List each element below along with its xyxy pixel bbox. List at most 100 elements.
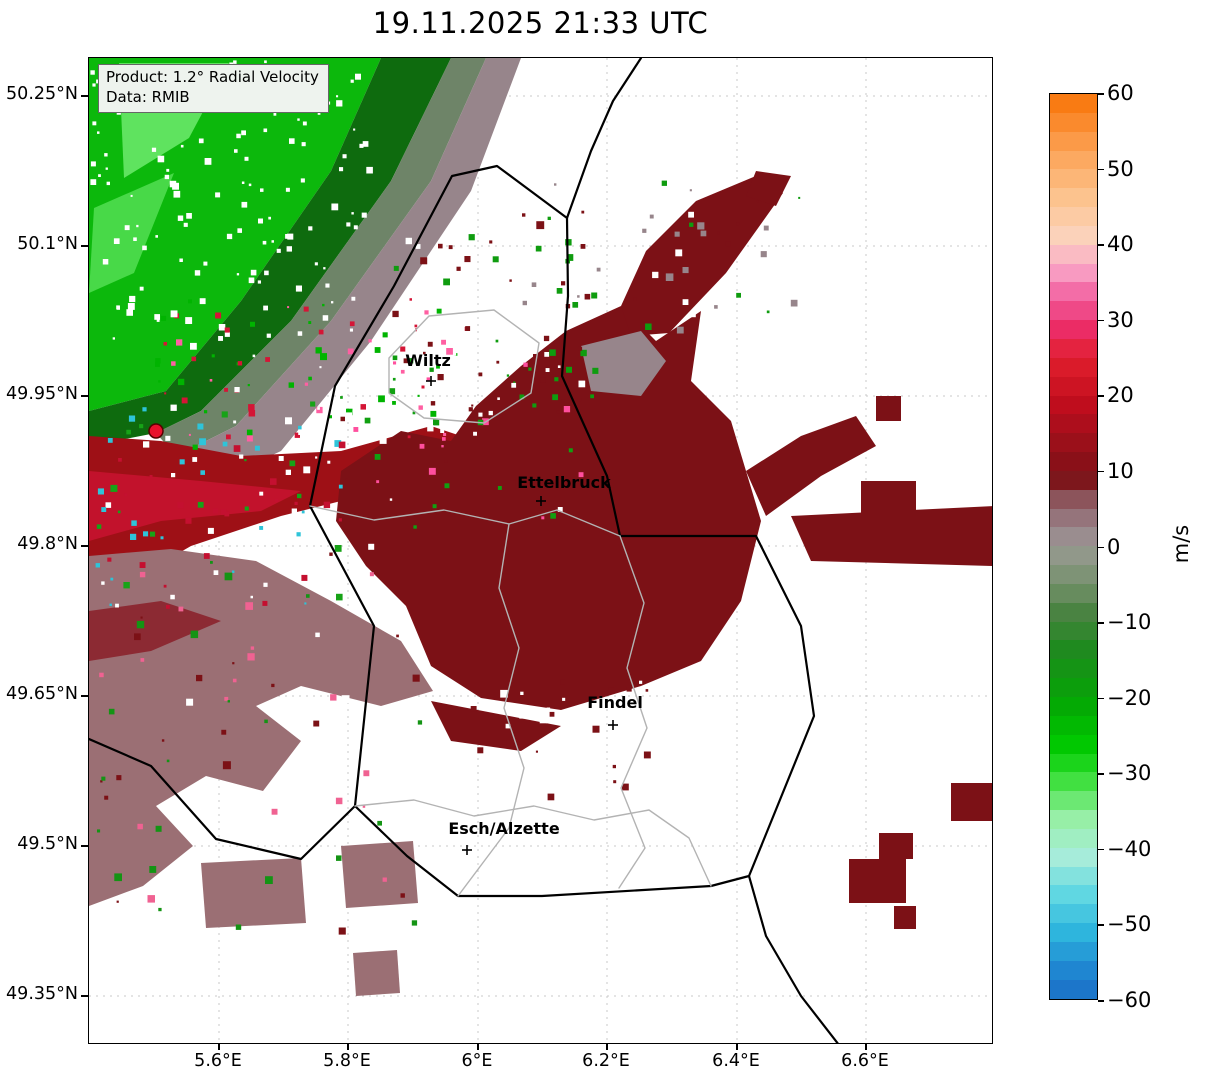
speckle xyxy=(533,354,537,358)
speckle xyxy=(346,408,353,416)
city-label: Wiltz xyxy=(405,351,451,370)
speckle xyxy=(212,508,219,514)
velocity-field-green-light-streak-2 xyxy=(89,173,174,293)
speckle xyxy=(107,557,112,562)
speckle xyxy=(134,633,141,641)
speckle xyxy=(519,713,525,719)
speckle xyxy=(652,271,659,279)
speckle xyxy=(340,396,343,399)
velocity-field-maroon-main xyxy=(336,306,761,710)
colorbar-segment xyxy=(1050,376,1097,396)
speckle xyxy=(300,178,305,183)
speckle xyxy=(170,404,177,411)
speckle xyxy=(505,723,511,729)
velocity-field-maroon-ne-streak xyxy=(621,173,783,336)
colorbar-tick-mark xyxy=(1098,168,1104,171)
speckle xyxy=(139,562,146,568)
speckle xyxy=(310,401,316,407)
speckle xyxy=(155,362,160,367)
speckle xyxy=(192,444,198,450)
speckle xyxy=(408,358,414,364)
speckle xyxy=(224,572,233,581)
city-label: Ettelbruck xyxy=(517,473,611,492)
speckle xyxy=(440,429,445,433)
speckle xyxy=(292,442,300,449)
speckle xyxy=(101,581,105,585)
speckle xyxy=(197,423,204,430)
speckle xyxy=(113,238,120,244)
product-info-box: Product: 1.2° Radial Velocity Data: RMIB xyxy=(98,64,329,113)
speckle xyxy=(355,73,361,80)
colorbar-segment xyxy=(1050,923,1097,942)
velocity-field-maroon-blob-east-2 xyxy=(861,481,916,516)
speckle xyxy=(209,379,213,382)
speckle xyxy=(149,475,153,478)
speckle xyxy=(495,339,499,343)
speckle xyxy=(547,793,555,801)
speckle xyxy=(156,319,160,322)
speckle xyxy=(549,349,556,356)
speckle xyxy=(369,572,374,577)
velocity-field-maroon-blob-topright xyxy=(746,171,791,206)
speckle xyxy=(315,347,322,354)
speckle xyxy=(561,399,565,403)
y-axis-tick-mark xyxy=(81,245,88,247)
speckle xyxy=(643,751,651,759)
speckle xyxy=(207,527,214,534)
speckle xyxy=(126,309,133,316)
speckle xyxy=(539,715,548,724)
speckle xyxy=(139,571,146,578)
speckle xyxy=(366,166,373,174)
speckle xyxy=(374,454,381,460)
speckle xyxy=(394,373,399,378)
speckle xyxy=(130,533,137,540)
speckle xyxy=(199,298,206,305)
speckle xyxy=(150,531,156,537)
speckle xyxy=(197,501,204,508)
speckle xyxy=(572,302,579,308)
speckle xyxy=(513,381,516,384)
speckle xyxy=(334,545,342,552)
colorbar-segment xyxy=(1050,357,1097,377)
colorbar-segment xyxy=(1050,772,1097,792)
y-axis-tick-mark xyxy=(81,845,88,847)
speckle xyxy=(275,498,279,502)
colorbar-tick-mark xyxy=(1098,244,1104,246)
speckle xyxy=(502,740,507,745)
speckle xyxy=(573,314,576,317)
speckle xyxy=(285,417,292,425)
speckle xyxy=(444,483,450,489)
speckle xyxy=(308,226,313,231)
x-axis-tick-mark xyxy=(477,1044,479,1050)
speckle xyxy=(244,506,249,511)
speckle xyxy=(257,280,261,284)
velocity-field-maroon-south-tail xyxy=(431,701,561,751)
speckle xyxy=(446,348,453,355)
speckle xyxy=(442,388,449,396)
speckle xyxy=(304,382,308,386)
speckle xyxy=(194,270,201,276)
speckle xyxy=(689,222,694,227)
colorbar-segment xyxy=(1050,527,1097,547)
colorbar-segment xyxy=(1050,112,1097,132)
speckle xyxy=(392,377,396,381)
velocity-field-maroon-blob-east-1 xyxy=(876,396,901,421)
speckle xyxy=(323,501,331,509)
speckle xyxy=(248,183,252,187)
speckle xyxy=(763,225,769,231)
speckle xyxy=(248,410,256,417)
speckle xyxy=(244,156,249,161)
speckle xyxy=(215,192,221,198)
speckle xyxy=(285,469,291,475)
speckle xyxy=(97,829,101,833)
speckle xyxy=(336,100,343,107)
speckle xyxy=(633,297,637,301)
speckle xyxy=(97,131,100,134)
colorbar-segment xyxy=(1050,131,1097,151)
colorbar-segment xyxy=(1050,546,1097,566)
speckle xyxy=(308,321,312,324)
speckle xyxy=(496,360,500,364)
speckle xyxy=(405,346,411,352)
speckle xyxy=(396,634,399,638)
